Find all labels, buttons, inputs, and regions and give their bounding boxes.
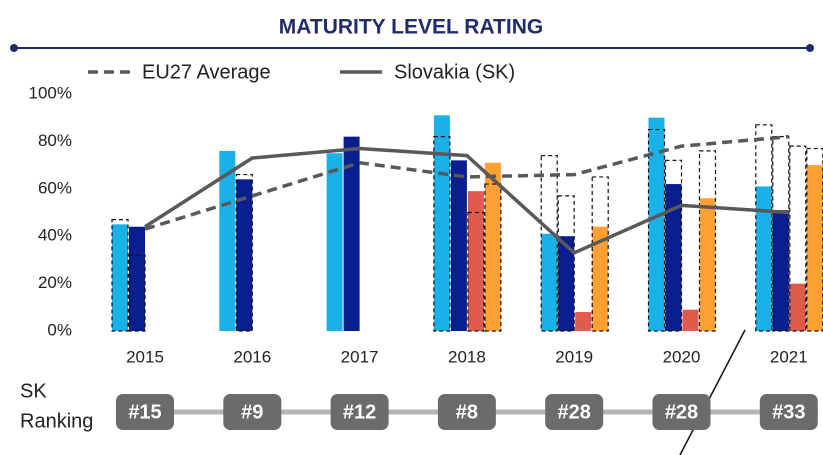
legend-label: EU27 Average — [142, 61, 271, 83]
ranking-value: #28 — [558, 401, 591, 423]
ranking-pill — [437, 394, 496, 430]
bar — [755, 186, 772, 331]
eu-outline-bar — [789, 145, 807, 332]
bar — [772, 210, 789, 331]
eu-outline-bar — [433, 136, 451, 332]
bar — [648, 117, 665, 331]
eu-outline-bar — [647, 128, 666, 332]
eu-outline-bar — [111, 219, 129, 332]
bar — [699, 198, 716, 331]
series-line — [144, 134, 789, 231]
eu-outline-bar — [664, 159, 683, 332]
bar — [682, 309, 699, 331]
bar — [219, 150, 236, 331]
ranking-value: #12 — [343, 401, 376, 423]
rule-dot — [806, 44, 814, 52]
bar — [789, 283, 806, 331]
rule-dot — [10, 44, 18, 52]
ranking-label: SK — [20, 380, 47, 402]
bar — [558, 236, 575, 331]
x-tick-label: 2017 — [341, 347, 379, 366]
eu-outline-bar — [591, 176, 609, 332]
bar — [112, 224, 128, 331]
bar — [236, 179, 253, 331]
x-tick-label: 2016 — [233, 347, 271, 366]
x-tick-label: 2018 — [448, 347, 486, 366]
x-tick-label: 2021 — [770, 347, 808, 366]
eu-outline-bar — [540, 155, 558, 332]
x-tick-label: 2015 — [126, 347, 164, 366]
ranking-value: #8 — [456, 401, 478, 423]
x-tick-label: 2020 — [663, 347, 701, 366]
ranking-pill — [652, 394, 711, 430]
y-tick-label: 80% — [38, 131, 72, 150]
bar — [575, 312, 592, 331]
eu-outline-bar — [467, 211, 485, 332]
bar — [467, 191, 484, 331]
eu-outline-bar — [755, 124, 773, 332]
y-tick-label: 100% — [29, 83, 72, 102]
ranking-value: #33 — [772, 401, 805, 423]
bar — [806, 165, 823, 331]
pointer-line — [679, 329, 746, 455]
bar — [484, 162, 501, 331]
eu-outline-bar — [698, 150, 717, 332]
bar — [129, 226, 145, 331]
ranking-pill — [545, 394, 604, 430]
ranking-value: #28 — [665, 401, 698, 423]
eu-outline-bar — [557, 195, 575, 332]
y-tick-label: 60% — [38, 178, 72, 197]
eu-outline-bar — [484, 183, 502, 332]
series-line — [144, 146, 789, 255]
y-tick-label: 20% — [38, 273, 72, 292]
bar — [592, 226, 609, 331]
bar — [326, 153, 343, 331]
ranking-pill — [116, 394, 174, 430]
bar — [343, 136, 360, 331]
ranking-pill — [759, 394, 818, 430]
ranking-pill — [330, 394, 389, 430]
chart-title: MATURITY LEVEL RATING — [279, 16, 543, 39]
ranking-pill — [223, 394, 282, 430]
bar — [665, 184, 682, 331]
legend-label: Slovakia (SK) — [394, 61, 515, 83]
eu-outline-bar — [235, 173, 253, 332]
bar — [541, 233, 558, 331]
eu-outline-bar — [128, 254, 146, 332]
ranking-label: Ranking — [20, 410, 93, 432]
eu-outline-bar — [772, 136, 790, 332]
ranking-value: #9 — [241, 401, 263, 423]
ranking-value: #15 — [128, 401, 161, 423]
y-tick-label: 40% — [38, 226, 72, 245]
bar — [433, 115, 450, 331]
y-tick-label: 0% — [47, 320, 72, 339]
bar — [450, 160, 467, 331]
x-tick-label: 2019 — [555, 347, 593, 366]
